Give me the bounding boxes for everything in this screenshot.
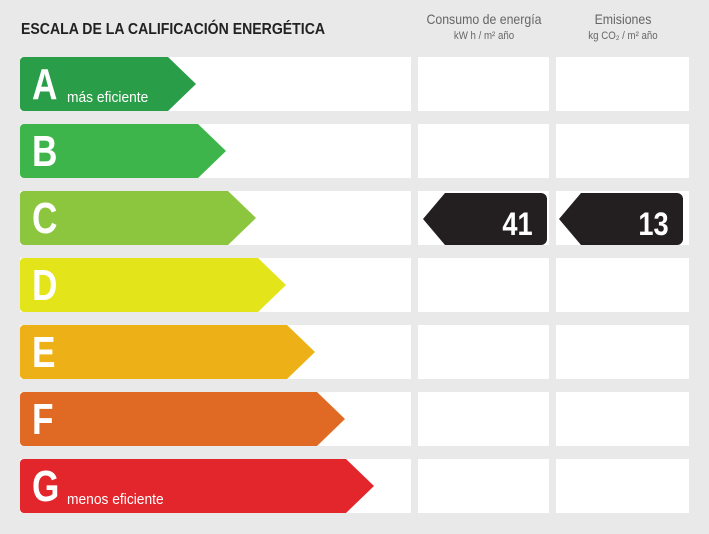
emisiones-cell [556,258,689,312]
consumo-value: 41 [502,206,533,242]
emisiones-cell [556,392,689,446]
emisiones-cell [556,459,689,513]
rating-bar-b: B [20,124,226,178]
column-unit: kg CO₂ / m² año [588,30,658,42]
consumo-cell [418,57,549,111]
column-heading: Emisiones [594,11,652,27]
consumo-marker: 41 [423,193,547,245]
rating-letter: F [32,395,54,444]
emisiones-marker: 13 [559,193,683,245]
consumo-cell [418,258,549,312]
emisiones-value: 13 [638,206,669,242]
page-title: ESCALA DE LA CALIFICACIÓN ENERGÉTICA [21,21,326,38]
rating-bar-e: E [20,325,315,379]
rating-letter: C [32,194,58,243]
rating-label: más eficiente [67,89,149,106]
rating-bar-f: F [20,392,345,446]
consumo-cell [418,459,549,513]
consumo-cell [418,325,549,379]
rating-letter: G [32,462,60,511]
rating-letter: E [32,328,56,377]
column-heading: Consumo de energía [426,11,542,27]
rating-letter: B [32,127,58,176]
consumo-cell [418,124,549,178]
consumo-cell [418,392,549,446]
rating-bar-c: C [20,191,256,245]
emisiones-cell [556,124,689,178]
column-header-consumo: Consumo de energía kW h / m² año [418,11,550,42]
emisiones-cell [556,325,689,379]
column-header-emisiones: Emisiones kg CO₂ / m² año [556,11,690,42]
rating-label: menos eficiente [67,491,164,508]
rating-letter: D [32,261,58,310]
rating-letter: A [32,60,58,109]
column-unit: kW h / m² año [453,30,515,42]
emisiones-cell [556,57,689,111]
rating-bar-d: D [20,258,286,312]
